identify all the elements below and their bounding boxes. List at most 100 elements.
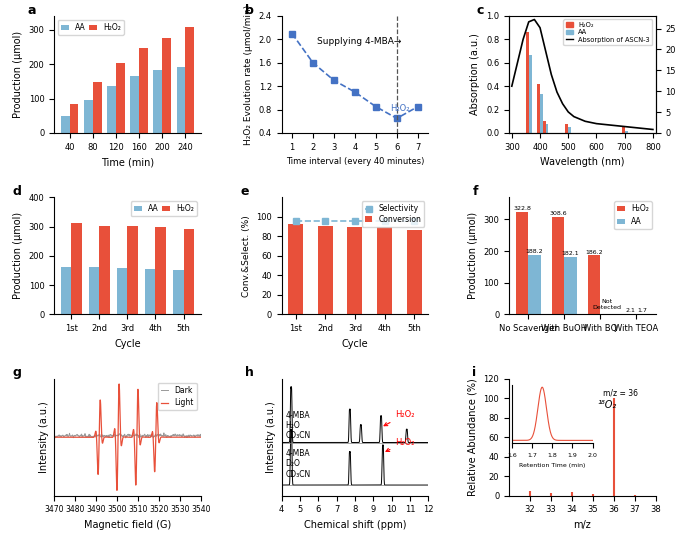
Dark: [57, 433, 66, 440]
Absorption of ASCN-3: [609, 122, 617, 128]
Text: d: d: [13, 185, 22, 198]
Text: h: h: [245, 366, 254, 379]
Text: 2.1: 2.1: [625, 308, 635, 313]
Text: Supplying 4-MBA→: Supplying 4-MBA→: [317, 37, 402, 46]
Bar: [93, 82, 101, 133]
Absorption of ASCN-3: [513, 60, 521, 66]
H₂O₂: [393, 115, 401, 122]
H₂O₂: [414, 103, 422, 110]
Text: a: a: [28, 4, 37, 17]
Dark: [197, 433, 205, 440]
Absorption of ASCN-3: [564, 109, 573, 115]
Bar: [318, 225, 333, 314]
Text: m/z = 36: m/z = 36: [603, 388, 638, 397]
Bar: [529, 54, 531, 133]
Legend: H₂O₂, AA, Absorption of ASCN-3: H₂O₂, AA, Absorption of ASCN-3: [563, 19, 652, 45]
Bar: [565, 124, 569, 133]
Y-axis label: Relative Abundance (%): Relative Abundance (%): [468, 378, 478, 496]
H₂O₂: [330, 77, 338, 84]
Y-axis label: Absorption (a.u.): Absorption (a.u.): [470, 34, 481, 116]
Selectivity: [381, 217, 389, 224]
Legend: AA, H₂O₂: AA, H₂O₂: [131, 201, 197, 216]
Absorption of ASCN-3: [643, 126, 651, 132]
Selectivity: [291, 217, 299, 224]
Y-axis label: Production (μmol): Production (μmol): [468, 212, 478, 300]
Bar: [84, 100, 93, 133]
Bar: [288, 224, 303, 314]
Y-axis label: Conv.&Select. (%): Conv.&Select. (%): [241, 215, 251, 297]
Bar: [116, 63, 124, 133]
Line: H₂O₂: H₂O₂: [289, 31, 420, 121]
Bar: [155, 227, 166, 314]
X-axis label: Time interval (every 40 minutes): Time interval (every 40 minutes): [286, 157, 424, 166]
X-axis label: Magnetic field (G): Magnetic field (G): [84, 520, 171, 530]
Text: 4-MBA
D₂O
CD₃CN: 4-MBA D₂O CD₃CN: [285, 449, 310, 479]
Dark: [122, 435, 130, 441]
H₂O₂: [309, 60, 317, 66]
Bar: [622, 126, 625, 133]
Bar: [162, 38, 171, 133]
Y-axis label: H₂O₂ Evolution rate (μmol/min): H₂O₂ Evolution rate (μmol/min): [244, 4, 253, 144]
Line: Selectivity: Selectivity: [293, 218, 417, 223]
X-axis label: Chemical shift (ppm): Chemical shift (ppm): [304, 520, 406, 530]
Text: Not
Detected: Not Detected: [592, 299, 621, 310]
H₂O₂: [372, 103, 380, 110]
Bar: [89, 267, 99, 314]
Dark: [160, 430, 168, 436]
Bar: [377, 227, 392, 314]
Absorption of ASCN-3: [536, 25, 544, 31]
Light: [122, 434, 130, 440]
Text: H₂O₂: H₂O₂: [386, 438, 415, 451]
Bar: [183, 229, 194, 314]
Absorption of ASCN-3: [592, 120, 600, 127]
Bar: [543, 122, 546, 133]
Text: i: i: [473, 366, 477, 379]
Light: [193, 434, 201, 440]
Dark: [166, 433, 174, 440]
Legend: Dark, Light: Dark, Light: [158, 383, 197, 410]
Absorption of ASCN-3: [587, 119, 595, 126]
Text: 188.2: 188.2: [526, 249, 544, 254]
Bar: [537, 84, 540, 133]
Bar: [407, 230, 422, 314]
Bar: [625, 131, 627, 133]
Dark: [193, 432, 201, 439]
Absorption of ASCN-3: [637, 125, 646, 132]
Dark: [122, 434, 130, 440]
Bar: [516, 212, 528, 314]
Absorption of ASCN-3: [525, 19, 533, 25]
Bar: [540, 94, 543, 133]
X-axis label: m/z: m/z: [573, 520, 592, 530]
Absorption of ASCN-3: [615, 123, 623, 129]
Line: Dark: Dark: [54, 433, 201, 438]
Light: [57, 434, 66, 440]
Bar: [107, 86, 116, 133]
Bar: [72, 223, 82, 314]
Dark: [193, 432, 201, 439]
Bar: [70, 104, 78, 133]
Absorption of ASCN-3: [581, 118, 589, 125]
Dark: [50, 431, 58, 438]
X-axis label: Cycle: Cycle: [341, 338, 368, 349]
Absorption of ASCN-3: [558, 101, 566, 107]
Bar: [99, 226, 110, 314]
Bar: [569, 126, 571, 133]
Text: 4-MBA
H₂O
CD₃CN: 4-MBA H₂O CD₃CN: [285, 410, 310, 440]
Y-axis label: Production (μmol): Production (μmol): [13, 212, 23, 300]
Absorption of ASCN-3: [548, 71, 556, 78]
Line: Absorption of ASCN-3: Absorption of ASCN-3: [512, 20, 653, 130]
Light: [118, 441, 126, 448]
Text: b: b: [245, 4, 254, 17]
Text: 1.7: 1.7: [637, 308, 648, 313]
Bar: [552, 217, 564, 314]
Text: 322.8: 322.8: [513, 206, 531, 211]
Absorption of ASCN-3: [541, 48, 550, 54]
Bar: [587, 255, 600, 314]
Absorption of ASCN-3: [598, 121, 606, 127]
Absorption of ASCN-3: [553, 89, 561, 95]
Text: f: f: [473, 185, 478, 198]
Text: e: e: [241, 185, 249, 198]
Bar: [176, 67, 185, 133]
Bar: [145, 269, 155, 314]
Bar: [185, 27, 194, 133]
